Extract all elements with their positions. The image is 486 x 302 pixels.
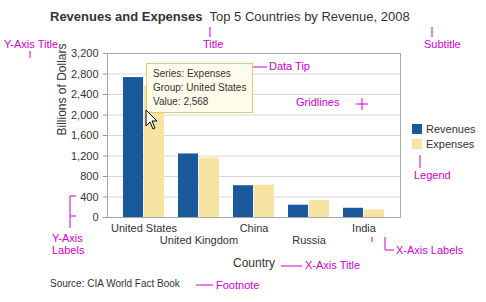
- html-text:Revenues: Revenues: [426, 123, 476, 135]
- svg-text:2,400: 2,400: [71, 88, 99, 100]
- html-text:X-Axis Title: X-Axis Title: [305, 259, 360, 271]
- svg-text:United States: United States: [111, 222, 178, 234]
- html-text:Expenses: Expenses: [426, 138, 475, 150]
- html-text:Y-Axis Labels: Y-Axis Labels: [52, 232, 85, 256]
- svg-text:Russia: Russia: [292, 234, 327, 246]
- html-text:Value: 2,568: Value: 2,568: [153, 96, 209, 107]
- html-text:Source: CIA World Fact Book: Source: CIA World Fact Book: [50, 278, 180, 289]
- html-text:Series: Expenses: Series: Expenses: [153, 68, 231, 79]
- html-text:Subtitle: Subtitle: [424, 38, 461, 50]
- html-text:X-Axis Labels: X-Axis Labels: [396, 244, 464, 256]
- svg-text:800: 800: [80, 170, 98, 182]
- svg-text:400: 400: [80, 191, 98, 203]
- html-text:Y-Axis Title: Y-Axis Title: [4, 38, 58, 50]
- svg-text:United Kingdom: United Kingdom: [160, 234, 238, 246]
- html-text:Top 5 Countries by Revenue, 20: Top 5 Countries by Revenue, 2008: [209, 9, 410, 24]
- svg-text:India: India: [352, 222, 377, 234]
- svg-text:2,000: 2,000: [71, 109, 99, 121]
- svg-text:2,800: 2,800: [71, 68, 99, 80]
- html-text:Data Tip: Data Tip: [269, 60, 310, 72]
- svg-text:1,200: 1,200: [71, 150, 99, 162]
- svg-text:Billions of Dollars: Billions of Dollars: [55, 43, 69, 135]
- svg-text:1,600: 1,600: [71, 129, 99, 141]
- html-text:Footnote: Footnote: [216, 279, 260, 291]
- html-text:Gridlines: Gridlines: [296, 96, 340, 108]
- svg-text:Country: Country: [233, 256, 275, 270]
- svg-text:0: 0: [92, 211, 98, 223]
- html-text:Title: Title: [203, 38, 224, 50]
- html-text:Legend: Legend: [414, 169, 451, 181]
- svg-text:China: China: [240, 222, 270, 234]
- html-text:Group: United States: Group: United States: [153, 82, 247, 93]
- html-text:Revenues and Expenses: Revenues and Expenses: [50, 9, 203, 24]
- svg-text:3,200: 3,200: [71, 47, 99, 59]
